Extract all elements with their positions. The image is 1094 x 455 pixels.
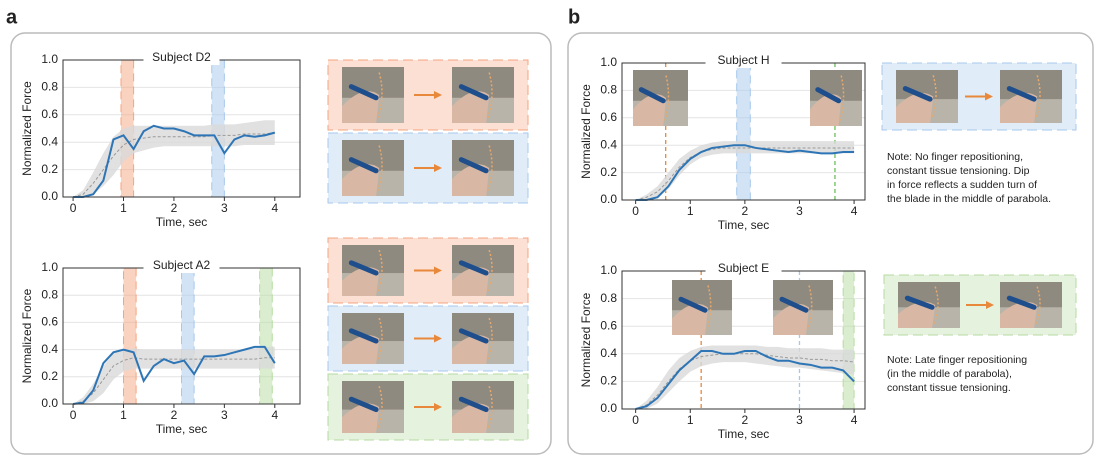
note-text: the blade in the middle of parabola. xyxy=(887,193,1051,205)
y-tick-label: 0.6 xyxy=(600,318,617,332)
note-text: Note: Late finger repositioning xyxy=(887,354,1027,366)
y-tick-label: 0.6 xyxy=(600,110,617,124)
x-axis-label: Time, sec xyxy=(718,218,770,232)
y-tick-label: 0.2 xyxy=(600,374,617,388)
y-tick-label: 0.0 xyxy=(600,192,617,206)
x-axis-label: Time, sec xyxy=(156,215,208,229)
chart-title: Subject D2 xyxy=(152,50,211,64)
x-tick-label: 1 xyxy=(687,204,694,218)
y-tick-label: 0.4 xyxy=(600,137,617,151)
x-tick-label: 0 xyxy=(70,201,77,215)
y-axis-label: Normalized Force xyxy=(20,288,34,383)
y-tick-label: 1.0 xyxy=(600,55,617,69)
y-axis-label: Normalized Force xyxy=(579,292,593,387)
x-axis-label: Time, sec xyxy=(156,422,208,436)
x-tick-label: 0 xyxy=(70,408,77,422)
x-tick-label: 4 xyxy=(851,204,858,218)
y-axis-label: Normalized Force xyxy=(579,84,593,179)
y-tick-label: 0.8 xyxy=(600,83,617,97)
x-tick-label: 2 xyxy=(171,201,178,215)
x-tick-label: 2 xyxy=(742,204,749,218)
y-tick-label: 0.2 xyxy=(41,162,58,176)
note-text: constant tissue tensioning. xyxy=(887,382,1011,394)
note-text: (in the middle of parabola), xyxy=(887,368,1012,380)
event-span xyxy=(124,268,137,404)
note-text: constant tissue tensioning. Dip xyxy=(887,165,1030,177)
y-tick-label: 0.2 xyxy=(41,369,58,383)
y-tick-label: 0.0 xyxy=(41,396,58,410)
chart-title: Subject E xyxy=(718,261,769,275)
x-tick-label: 1 xyxy=(687,413,694,427)
event-span xyxy=(260,268,273,404)
y-tick-label: 0.8 xyxy=(41,80,58,94)
y-tick-label: 0.0 xyxy=(41,189,58,203)
panel-label: a xyxy=(6,6,18,28)
x-tick-label: 4 xyxy=(851,413,858,427)
y-axis-label: Normalized Force xyxy=(20,81,34,176)
y-tick-label: 0.4 xyxy=(41,134,58,148)
panel-label: b xyxy=(568,6,580,28)
chart-title: Subject H xyxy=(717,53,769,67)
y-tick-label: 0.6 xyxy=(41,107,58,121)
x-tick-label: 0 xyxy=(632,413,639,427)
x-tick-label: 1 xyxy=(120,201,127,215)
x-tick-label: 0 xyxy=(632,204,639,218)
y-tick-label: 0.0 xyxy=(600,401,617,415)
note-text: Note: No finger repositioning, xyxy=(887,151,1023,163)
event-span xyxy=(843,271,854,409)
x-tick-label: 3 xyxy=(221,201,228,215)
y-tick-label: 0.2 xyxy=(600,165,617,179)
y-tick-label: 0.8 xyxy=(600,291,617,305)
x-tick-label: 4 xyxy=(271,201,278,215)
figure: a b 0.0 0.2 0.4 0.6 0.8 1.0 0 1 2 3 4 Subject D2 Tim… xyxy=(0,0,1094,455)
event-span xyxy=(182,268,195,404)
x-tick-label: 2 xyxy=(742,413,749,427)
event-span xyxy=(737,63,751,200)
chart-title: Subject A2 xyxy=(153,258,211,272)
y-tick-label: 0.6 xyxy=(41,315,58,329)
x-tick-label: 3 xyxy=(796,413,803,427)
x-tick-label: 4 xyxy=(271,408,278,422)
y-tick-label: 1.0 xyxy=(600,263,617,277)
y-tick-label: 0.8 xyxy=(41,287,58,301)
x-tick-label: 1 xyxy=(120,408,127,422)
x-axis-label: Time, sec xyxy=(718,427,770,441)
x-tick-label: 3 xyxy=(221,408,228,422)
x-tick-label: 3 xyxy=(796,204,803,218)
y-tick-label: 1.0 xyxy=(41,52,58,66)
y-tick-label: 0.4 xyxy=(600,346,617,360)
y-tick-label: 1.0 xyxy=(41,260,58,274)
x-tick-label: 2 xyxy=(171,408,178,422)
y-tick-label: 0.4 xyxy=(41,342,58,356)
note-text: in force reflects a sudden turn of xyxy=(887,179,1037,191)
